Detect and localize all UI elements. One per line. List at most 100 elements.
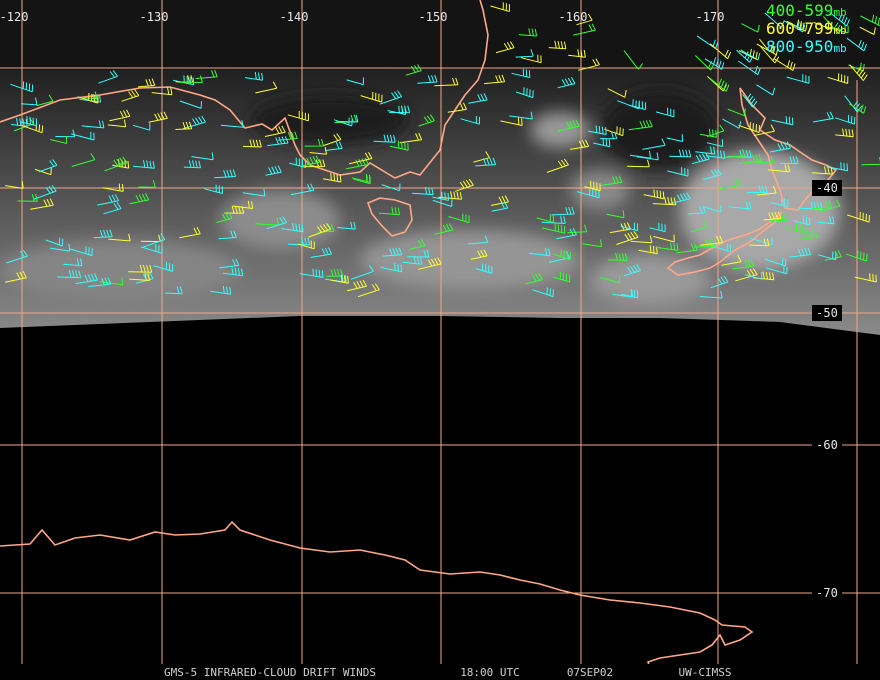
wind-barb — [724, 149, 746, 158]
wind-barb — [738, 48, 758, 60]
wind-barb — [771, 116, 794, 126]
wind-barb — [93, 229, 113, 239]
wind-barb — [817, 216, 835, 225]
wind-barb — [703, 204, 722, 213]
wind-barb — [552, 271, 571, 283]
wind-barb — [412, 186, 434, 196]
wind-barb — [699, 290, 723, 299]
wind-barb — [348, 151, 373, 165]
wind-barb — [612, 289, 634, 298]
wind-barb — [745, 271, 763, 280]
wind-barb — [666, 134, 684, 142]
wind-barb — [536, 214, 554, 223]
wind-barb — [620, 222, 639, 232]
wind-barb — [621, 289, 639, 299]
wind-barb — [567, 224, 588, 234]
wind-barb — [346, 279, 367, 292]
wind-barb — [577, 58, 600, 71]
latitude-label: -50 — [816, 306, 838, 320]
wind-barb — [255, 217, 280, 226]
wind-barb — [529, 248, 551, 257]
wind-barb — [129, 193, 150, 205]
wind-barb — [722, 118, 742, 129]
wind-barb — [17, 193, 38, 202]
wind-barb — [600, 275, 621, 284]
wind-barb — [798, 201, 823, 210]
wind-barb — [434, 77, 459, 87]
wind-barb — [846, 250, 868, 262]
wind-barb — [770, 213, 787, 222]
wind-barb — [333, 117, 353, 127]
wind-barb — [109, 109, 131, 122]
wind-barb — [553, 249, 571, 261]
wind-barb — [490, 2, 510, 12]
wind-barb — [593, 137, 611, 148]
wind-barb — [179, 226, 201, 239]
wind-barb — [749, 238, 770, 247]
wind-barb — [164, 286, 183, 295]
wind-barb — [846, 37, 867, 52]
wind-barb — [220, 120, 244, 128]
wind-barb — [751, 155, 774, 164]
wind-barb — [373, 134, 396, 143]
wind-barb — [643, 189, 665, 200]
wind-barb — [769, 141, 791, 153]
cloud-features — [0, 90, 840, 305]
wind-barb — [140, 244, 163, 254]
longitude-label: -140 — [280, 10, 309, 24]
wind-barb — [203, 184, 223, 194]
wind-barbs — [4, 2, 880, 299]
wind-barb — [135, 272, 154, 284]
legend-entry: 400-599mb — [766, 1, 847, 20]
wind-barb — [700, 235, 724, 246]
wind-barb — [267, 136, 289, 147]
wind-barb — [738, 122, 760, 133]
wind-barb — [638, 245, 658, 255]
wind-barb — [849, 64, 868, 81]
wind-barb — [705, 150, 726, 159]
wind-barb — [77, 92, 99, 104]
wind-barb — [706, 139, 724, 147]
wind-barb — [63, 258, 83, 267]
wind-barb — [782, 223, 807, 234]
wind-barb — [179, 100, 202, 109]
wind-barb — [191, 152, 214, 161]
wind-barb — [694, 239, 716, 248]
wind-barb — [849, 103, 867, 114]
wind-barb — [379, 90, 403, 105]
wind-barb — [717, 178, 742, 190]
wind-barb — [88, 277, 112, 288]
wind-barb — [455, 178, 474, 192]
tasmania-coast — [366, 197, 413, 237]
wind-barb — [757, 186, 777, 196]
wind-barb — [515, 87, 534, 99]
longitude-label: -130 — [140, 10, 169, 24]
wind-barb — [140, 234, 161, 243]
wind-barb — [859, 26, 876, 35]
wind-barb — [175, 121, 193, 130]
longitude-label: -150 — [419, 10, 448, 24]
wind-barb — [34, 167, 52, 176]
wind-barb — [30, 198, 54, 210]
wind-barb — [346, 77, 364, 86]
wind-barb — [242, 139, 262, 148]
wind-barb — [532, 287, 554, 298]
wind-barb — [491, 195, 509, 206]
wind-barb — [337, 221, 356, 230]
wind-barb — [786, 19, 808, 32]
wind-barb — [826, 162, 849, 172]
latitude-label: -60 — [816, 438, 838, 452]
wind-barb — [642, 138, 666, 150]
wind-barb — [138, 180, 156, 188]
wind-barb — [417, 257, 442, 270]
latitude-label-bg — [812, 585, 842, 601]
wind-barb — [214, 169, 237, 179]
wind-barb — [753, 271, 775, 281]
graticule — [0, 0, 880, 665]
wind-barb — [779, 156, 799, 165]
wind-barb — [582, 239, 602, 248]
wind-barb — [38, 159, 58, 173]
wind-barb — [495, 41, 515, 54]
legend-label: 800-950 — [766, 37, 833, 56]
wind-barb — [132, 123, 151, 131]
